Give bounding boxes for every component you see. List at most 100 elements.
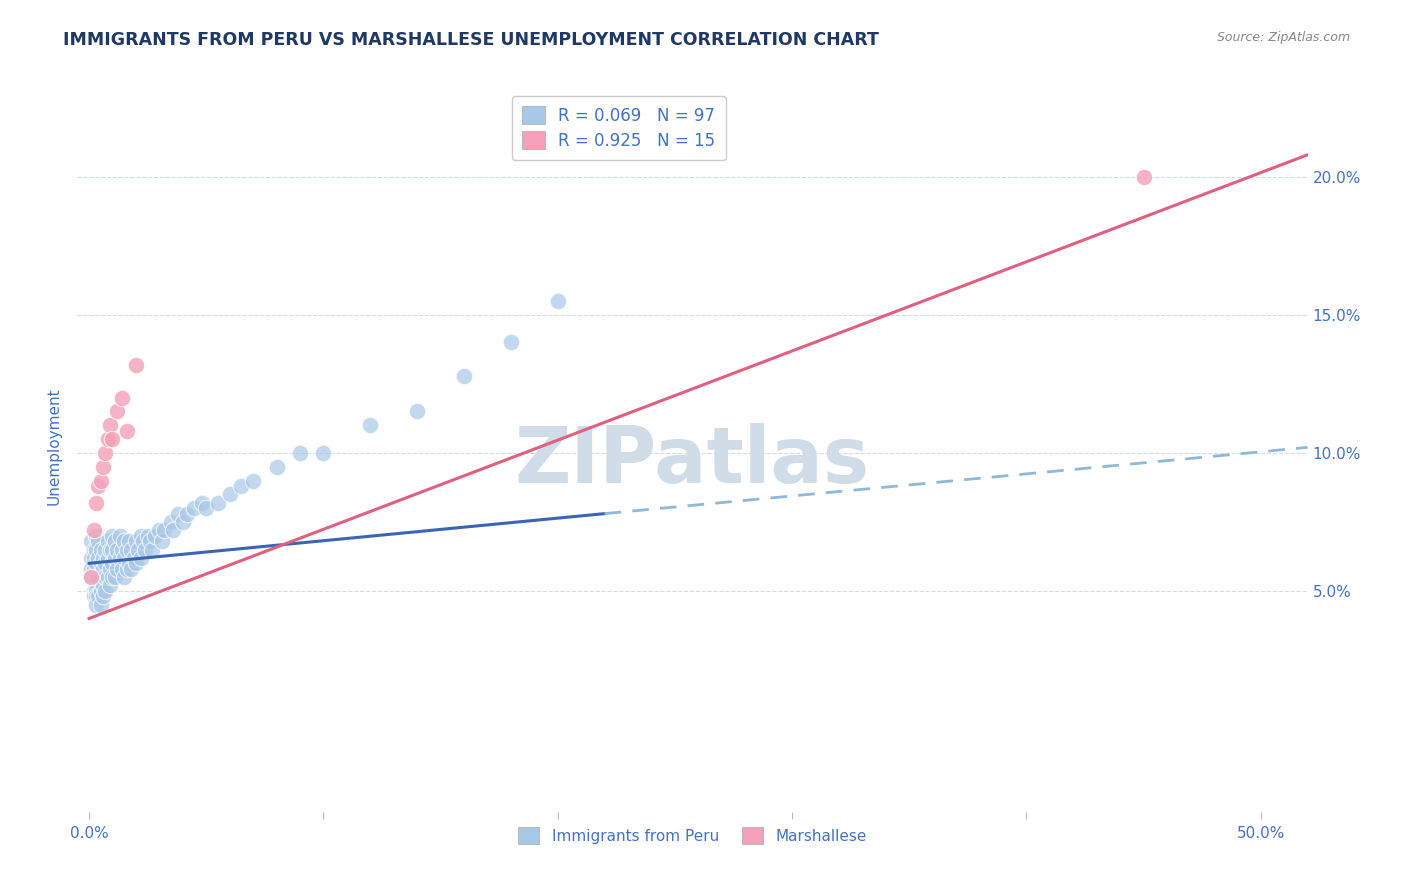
Point (101, 432, 124, 446)
Point (108, 529, 131, 543)
Point (91, 590, 114, 604)
Point (97, 570, 120, 584)
Point (80, 562, 103, 576)
Point (94, 583, 117, 598)
Point (84, 542, 107, 557)
Point (101, 529, 124, 543)
Point (91, 578, 114, 592)
Point (98, 418, 121, 433)
Point (84, 495, 107, 509)
Point (84, 598, 107, 612)
Point (97, 534, 120, 549)
Point (499, 335, 522, 350)
Text: Source: ZipAtlas.com: Source: ZipAtlas.com (1216, 31, 1350, 45)
Point (167, 507, 190, 521)
Point (125, 534, 148, 549)
Point (104, 570, 127, 584)
Point (134, 542, 156, 557)
Point (207, 495, 229, 509)
Point (101, 557, 124, 571)
Point (87, 550, 110, 565)
Point (90, 557, 112, 571)
Point (97, 550, 120, 565)
Point (91, 459, 114, 474)
Point (118, 557, 141, 571)
Point (84, 557, 107, 571)
Legend: Immigrants from Peru, Marshallese: Immigrants from Peru, Marshallese (510, 820, 875, 852)
Point (84, 570, 107, 584)
Point (1132, 169, 1154, 184)
Point (87, 570, 110, 584)
Point (94, 570, 117, 584)
Point (112, 570, 135, 584)
Point (136, 529, 159, 543)
Point (111, 562, 134, 576)
Point (122, 550, 145, 565)
Point (98, 578, 121, 592)
Point (84, 529, 107, 543)
Point (87, 534, 110, 549)
Point (80, 570, 103, 584)
Point (183, 501, 205, 516)
Point (242, 474, 264, 488)
Point (104, 534, 127, 549)
Point (453, 368, 475, 383)
Point (105, 404, 128, 418)
Point (90, 474, 112, 488)
Point (94, 557, 117, 571)
Text: ZIPatlas: ZIPatlas (515, 423, 870, 499)
Point (83, 590, 105, 604)
Point (190, 495, 212, 509)
Point (141, 542, 163, 557)
Point (266, 459, 288, 474)
Point (406, 404, 429, 418)
Point (83, 542, 105, 557)
Point (160, 515, 183, 529)
Point (87, 590, 110, 604)
Point (115, 542, 138, 557)
Point (127, 542, 149, 557)
Point (547, 294, 569, 309)
Point (115, 424, 138, 438)
Point (80, 570, 103, 584)
Point (87, 479, 110, 493)
Point (101, 542, 124, 557)
Point (143, 529, 166, 543)
Point (218, 487, 240, 501)
Point (83, 523, 105, 537)
Point (118, 534, 141, 549)
Point (80, 550, 103, 565)
Y-axis label: Unemployment: Unemployment (46, 387, 62, 505)
Point (98, 542, 121, 557)
Point (162, 523, 184, 537)
Point (139, 534, 162, 549)
Text: IMMIGRANTS FROM PERU VS MARSHALLESE UNEMPLOYMENT CORRELATION CHART: IMMIGRANTS FROM PERU VS MARSHALLESE UNEM… (63, 31, 879, 49)
Point (84, 583, 107, 598)
Point (129, 550, 152, 565)
Point (176, 507, 198, 521)
Point (90, 598, 112, 612)
Point (129, 529, 152, 543)
Point (83, 570, 105, 584)
Point (288, 446, 311, 460)
Point (98, 562, 121, 576)
Point (115, 562, 138, 576)
Point (195, 501, 218, 516)
Point (125, 557, 148, 571)
Point (312, 446, 335, 460)
Point (111, 542, 134, 557)
Point (91, 550, 114, 565)
Point (153, 523, 176, 537)
Point (97, 432, 120, 446)
Point (111, 391, 134, 405)
Point (105, 542, 128, 557)
Point (125, 358, 148, 372)
Point (150, 534, 173, 549)
Point (101, 570, 124, 584)
Point (104, 550, 127, 565)
Point (84, 590, 107, 604)
Point (91, 562, 114, 576)
Point (120, 542, 142, 557)
Point (80, 534, 103, 549)
Point (148, 523, 170, 537)
